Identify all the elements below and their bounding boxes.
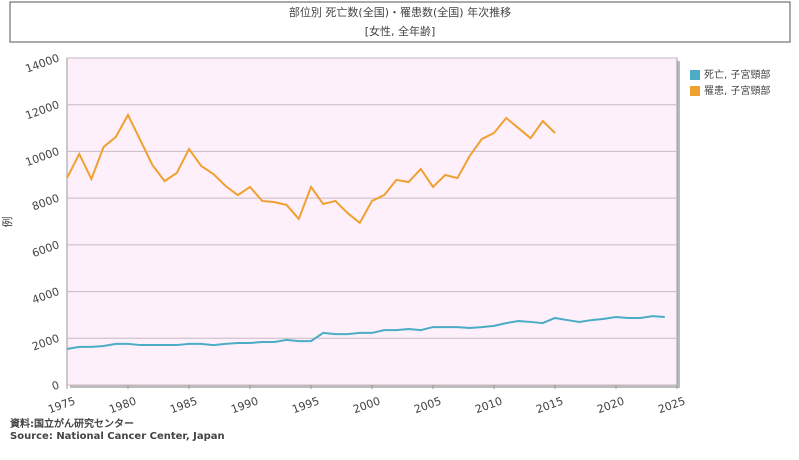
x-tick-label: 1975 [46, 394, 77, 416]
x-tick-label: 2000 [351, 394, 382, 416]
y-tick-label: 2000 [30, 332, 61, 354]
source: 資料:国立がん研究センター [10, 417, 134, 430]
x-tick-label: 2005 [412, 394, 443, 416]
y-tick-label: 6000 [30, 238, 61, 260]
chart-title: 部位別 死亡数(全国)・罹患数(全国) 年次推移 [289, 5, 511, 19]
series-line [66, 112, 556, 225]
legend-label: 死亡, 子宮頸部 [704, 68, 770, 81]
legend-label: 罹患, 子宮頸部 [704, 84, 770, 97]
x-tick-label: 1985 [168, 394, 199, 416]
y-tick-label: 0 [50, 378, 61, 393]
x-tick-label: 1995 [290, 394, 321, 416]
legend-swatch [690, 86, 700, 96]
x-tick-label: 1990 [229, 394, 260, 416]
title-box [9, 1, 791, 43]
legend-swatch [690, 70, 700, 80]
y-tick-label: 12000 [24, 98, 61, 122]
x-tick-label: 2025 [656, 394, 687, 416]
y-axis-label: 例 [0, 217, 14, 228]
x-tick-label: 2020 [595, 394, 626, 416]
y-tick-label: 14000 [24, 51, 61, 75]
y-tick-label: 4000 [30, 285, 61, 307]
y-tick-label: 8000 [30, 192, 61, 214]
x-tick-label: 1980 [107, 394, 138, 416]
series-line [66, 315, 665, 351]
plot-area [66, 57, 678, 386]
chart-subtitle: [女性, 全年齢] [365, 24, 436, 38]
y-tick-label: 10000 [24, 145, 61, 169]
x-tick-label: 2015 [534, 394, 565, 416]
source: Source: National Cancer Center, Japan [10, 431, 225, 442]
x-tick-label: 2010 [473, 394, 504, 416]
